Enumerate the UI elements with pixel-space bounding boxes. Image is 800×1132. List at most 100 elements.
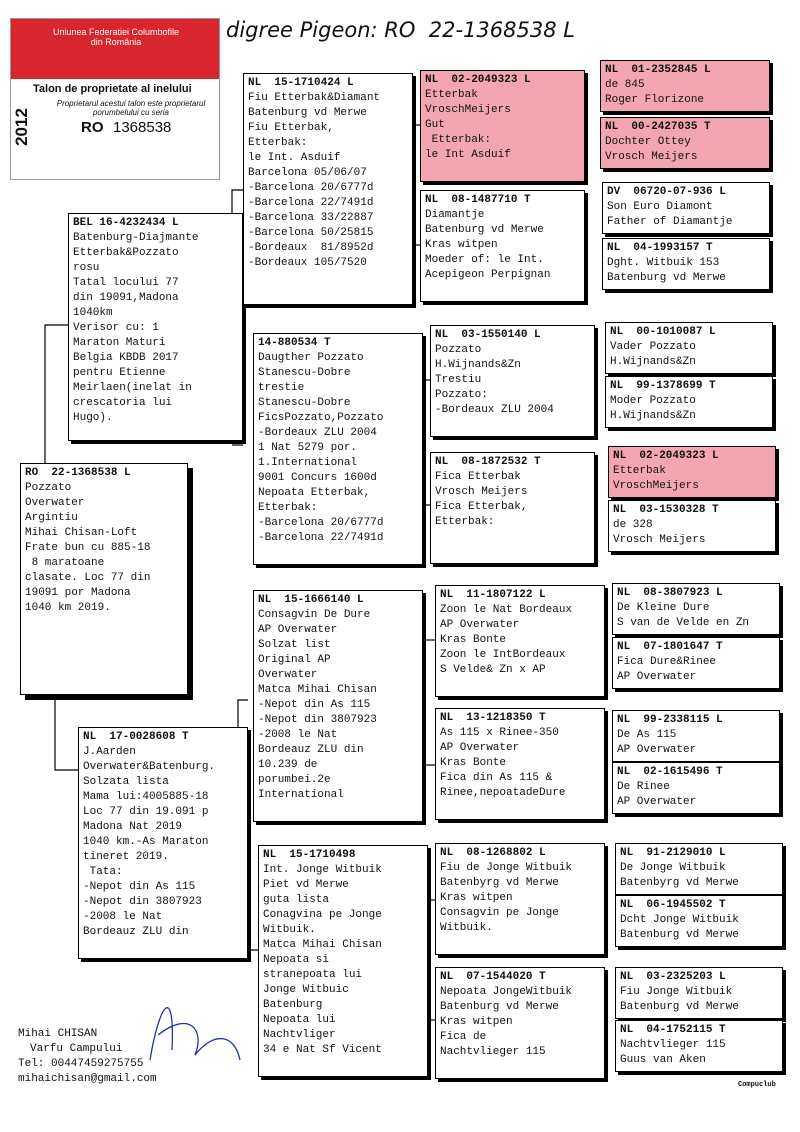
bird-note: tineret 2019. [83, 851, 169, 863]
bird-note: As 115 x Rinee-350 [440, 727, 559, 739]
pedigree-box: NL 07-1801647 T Fica Dure&Rinee AP Overwat… [612, 637, 780, 689]
bird-note: guta lista [263, 894, 330, 906]
bird-note: Barcelona 05/06/07 [248, 167, 367, 179]
ring-number: BEL 16-4232434 L [73, 217, 179, 229]
bird-note: Vader Pozzato [610, 341, 696, 353]
bird-note: le Int. Asduif [248, 152, 341, 164]
bird-note: Pozzato [25, 482, 72, 494]
bird-note: Diamantje [425, 209, 485, 221]
bird-note: Father of Diamantje [607, 216, 733, 228]
pedigree-box: NL 99-1378699 T Moder Pozzato H.Wijnands&Z… [605, 376, 773, 428]
bird-note: Dght. Witbuik 153 [607, 257, 720, 269]
breeder-phone: Tel: 00447459275755 [18, 1058, 144, 1070]
bird-note: Fiu Jonge Witbuik [620, 986, 733, 998]
bird-note: J.Aarden [83, 746, 136, 758]
bird-note: -Nepot din As 115 [83, 881, 196, 893]
ring-number: NL 02-2049323 L [425, 74, 531, 86]
bird-note: de 845 [605, 79, 645, 91]
bird-note: Fiu Etterbak, [248, 122, 334, 134]
ring-number: NL 15-1710498 [263, 849, 356, 861]
bird-note: Daugther Pozzato [258, 352, 364, 364]
pedigree-box: NL 13-1218350 T As 115 x Rinee-350 AP Over… [435, 708, 605, 820]
ring-number: NL 08-1872532 T [435, 456, 541, 468]
bird-note: Argintiu [25, 512, 78, 524]
bird-note: Fica din As 115 & [440, 772, 553, 784]
bird-note: -Barcelona 20/6777d [258, 517, 384, 529]
bird-note: Original AP [258, 654, 331, 666]
bird-note: Vrosch Meijers [605, 151, 698, 163]
bird-note: Tata: [83, 866, 123, 878]
pedigree-box: NL 07-1544020 T Nepoata JongeWitbuik Baten… [435, 967, 605, 1079]
bird-note: Etterbak: [425, 134, 492, 146]
bird-note: -Barcelona 20/6777d [248, 182, 374, 194]
bird-note: Etterbak: [248, 137, 308, 149]
bird-note: AP Overwater [440, 742, 520, 754]
bird-note: Batenburg vd Merwe [620, 929, 739, 941]
bird-note: Witbuik. [263, 924, 316, 936]
bird-note: Madona Nat 2019 [83, 821, 183, 833]
ring-number: NL 03-1530328 T [613, 504, 719, 516]
bird-note: Matca Mihai Chisan [258, 684, 377, 696]
bird-note: clasate. Loc 77 din [25, 572, 151, 584]
bird-note: Jonge Witbuic [263, 984, 349, 996]
bird-note: Rinee,nepoatadeDure [440, 787, 566, 799]
bird-note: Gut [425, 119, 445, 131]
year: 2012 [11, 108, 31, 146]
bird-note: Pozzato: [435, 389, 488, 401]
cert-ring: 1368538 [113, 119, 172, 136]
bird-note: H.Wijnands&Zn [610, 410, 696, 422]
bird-note: Nepoata Etterbak, [258, 487, 371, 499]
bird-note: Kras witpen [425, 239, 498, 251]
bird-note: Fica Etterbak [435, 471, 521, 483]
pedigree-box: RO 22-1368538 L Pozzato Overwater Argintiu M… [20, 463, 188, 695]
ring-number: 14-880534 T [258, 337, 331, 349]
bird-note: 1 Nat 5279 por. [258, 442, 358, 454]
bird-note: Kras witpen [440, 892, 513, 904]
bird-note: AP Overwater [617, 744, 697, 756]
bird-note: De Kleine Dure [617, 602, 710, 614]
bird-note: Batenburg vd Merwe [620, 1001, 739, 1013]
bird-note: AP Overwater [617, 671, 697, 683]
bird-note: Batenburg vd Merwe [607, 272, 726, 284]
bird-note: Meirlaen(inelat in [73, 382, 192, 394]
credit: Compuclub [738, 1081, 776, 1089]
ring-number: NL 04-1752115 T [620, 1024, 726, 1036]
bird-note: Loc 77 din 19.091 p [83, 806, 209, 818]
bird-note: De As 115 [617, 729, 677, 741]
bird-note: Etterbak [425, 89, 478, 101]
bird-note: -Barcelona 33/22887 [248, 212, 374, 224]
bird-note: Nepoata lui [263, 1014, 336, 1026]
ring-number: NL 91-2129010 L [620, 847, 726, 859]
bird-note: Etterbak&Pozzato [73, 247, 179, 259]
ring-number: NL 02-2049323 L [613, 450, 719, 462]
owner-note: Proprietarul acestui talon este propriet… [56, 99, 206, 117]
bird-note: Zoon le IntBordeaux [440, 649, 566, 661]
bird-note: S Velde& Zn x AP [440, 664, 546, 676]
ring-number: NL 03-2325203 L [620, 971, 726, 983]
bird-note: 9001 Concurs 1600d [258, 472, 377, 484]
bird-note: Acepigeon Perpignan [425, 269, 551, 281]
pedigree-box: NL 15-1666140 L Consagvin De Dure AP Overw… [253, 590, 423, 822]
bird-note: porumbei.2e [258, 774, 331, 786]
pedigree-box: NL 99-2338115 L De As 115 AP Overwater [612, 710, 780, 762]
bird-note: Nachtvlieger 115 [440, 1046, 546, 1058]
bird-note: Kras witpen [440, 1016, 513, 1028]
bird-note: Fiu de Jonge Witbuik [440, 862, 573, 874]
pedigree-box: NL 06-1945502 T Dcht Jonge Witbuik Batenbu… [615, 895, 783, 947]
bird-note: Bordeauz ZLU din [83, 926, 189, 938]
bird-note: -Nepot din 3807923 [258, 714, 377, 726]
bird-note: Belgia KBDB 2017 [73, 352, 179, 364]
ring-number: NL 00-2427035 T [605, 121, 711, 133]
pedigree-box: NL 04-1993157 T Dght. Witbuik 153 Batenbur… [602, 238, 770, 290]
bird-note: 10.239 de [258, 759, 318, 771]
pedigree-box: NL 00-2427035 T Dochter Ottey Vrosch Meije… [600, 117, 770, 169]
bird-note: Stanescu-Dobre [258, 367, 351, 379]
talon: Talon de proprietate al inelului [33, 83, 192, 95]
pedigree-box: NL 08-3807923 L De Kleine Dure S van de Ve… [612, 583, 780, 635]
bird-note: Conagvina pe Jonge [263, 909, 382, 921]
bird-note: Int. Jonge Witbuik [263, 864, 382, 876]
bird-note: -Nepot din As 115 [258, 699, 371, 711]
breeder-name: Mihai CHISAN [18, 1028, 98, 1040]
bird-note: AP Overwater [617, 796, 697, 808]
